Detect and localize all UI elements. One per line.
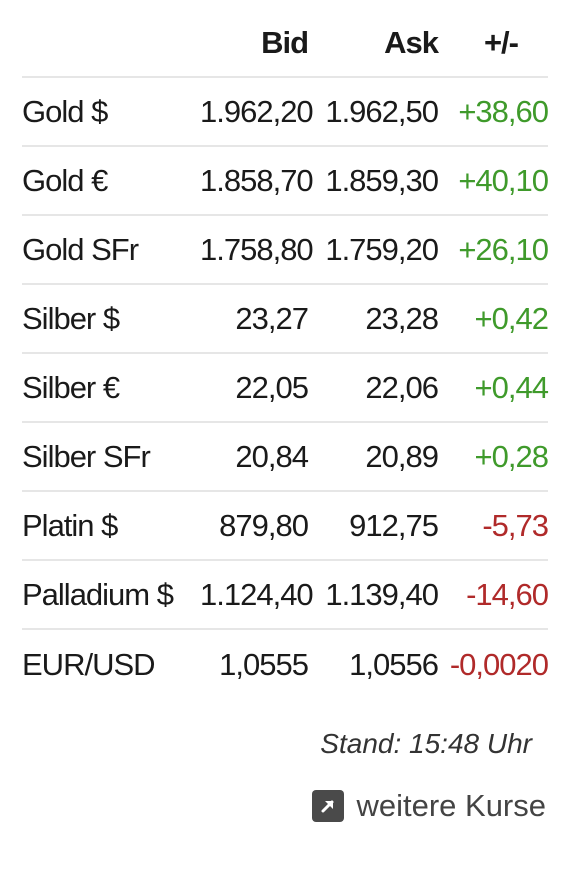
change-value: +26,10 (458, 231, 549, 267)
bid-value: 23,27 (235, 300, 309, 336)
instrument-name: Gold SFr (22, 231, 139, 267)
bid-value: 1.124,40 (200, 576, 314, 612)
instrument-name: Silber SFr (22, 438, 151, 474)
external-link-icon (312, 790, 345, 822)
ask-value: 1.962,50 (325, 93, 439, 129)
bid-value: 1.858,70 (200, 162, 314, 198)
more-quotes-label: weitere Kurse (356, 788, 546, 823)
instrument-name: Silber $ (22, 300, 120, 336)
bid-value: 22,05 (235, 369, 309, 405)
table-row: Silber € 22,05 22,06 +0,44 (22, 354, 549, 423)
table-row: Silber $ 23,27 23,28 +0,42 (22, 285, 549, 354)
bid-value: 879,80 (219, 507, 309, 543)
change-value: +40,10 (458, 162, 549, 198)
table-row: Gold € 1.858,70 1.859,30 +40,10 (22, 147, 549, 216)
bid-value: 1.962,20 (200, 93, 314, 129)
ask-value: 23,28 (365, 300, 439, 336)
table-row: Gold SFr 1.758,80 1.759,20 +26,10 (22, 216, 549, 285)
instrument-name: Gold € (22, 162, 108, 198)
change-value: +38,60 (458, 93, 549, 129)
ask-value: 22,06 (365, 369, 439, 405)
change-value: +0,42 (474, 300, 549, 336)
ask-value: 1.759,20 (325, 231, 439, 267)
change-value: -0,0020 (449, 646, 549, 682)
header-bid: Bid (261, 25, 309, 60)
ask-value: 1,0556 (349, 646, 439, 682)
table-header: Bid Ask +/- (22, 10, 548, 78)
ask-value: 1.859,30 (325, 162, 439, 198)
more-quotes-link[interactable]: weitere Kurse (312, 788, 546, 824)
table-row: Platin $ 879,80 912,75 -5,73 (22, 492, 549, 561)
header-change: +/- (483, 25, 519, 60)
instrument-name: Palladium $ (22, 576, 174, 612)
price-table: Bid Ask +/- Gold $ 1.962,20 1.962,50 +38… (22, 10, 549, 699)
header-ask: Ask (384, 25, 439, 60)
table-row: Silber SFr 20,84 20,89 +0,28 (22, 423, 549, 492)
instrument-name: Silber € (22, 369, 120, 405)
ask-value: 1.139,40 (325, 576, 439, 612)
table-row: Palladium $ 1.124,40 1.139,40 -14,60 (22, 561, 549, 630)
change-value: -14,60 (466, 576, 549, 612)
change-value: -5,73 (482, 507, 549, 543)
timestamp-label: Stand: 15:48 Uhr (320, 728, 532, 759)
table-row: Gold $ 1.962,20 1.962,50 +38,60 (22, 78, 549, 147)
ask-value: 20,89 (365, 438, 439, 474)
bid-value: 1,0555 (219, 646, 309, 682)
ask-value: 912,75 (349, 507, 439, 543)
change-value: +0,44 (474, 369, 549, 405)
change-value: +0,28 (474, 438, 549, 474)
bid-value: 1.758,80 (200, 231, 314, 267)
bid-value: 20,84 (235, 438, 309, 474)
instrument-name: Gold $ (22, 93, 108, 129)
instrument-name: EUR/USD (22, 646, 156, 682)
table-row: EUR/USD 1,0555 1,0556 -0,0020 (22, 630, 549, 699)
instrument-name: Platin $ (22, 507, 118, 543)
